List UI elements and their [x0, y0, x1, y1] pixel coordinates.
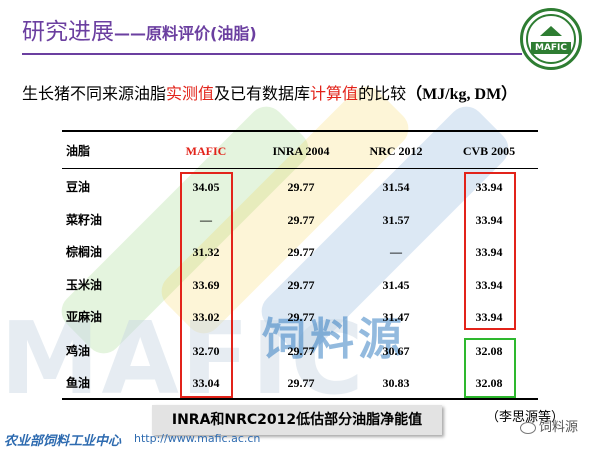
header-cvb: CVB 2005 [462, 144, 516, 158]
heading-measured: 实测值 [166, 84, 215, 103]
logo-text: MAFIC [531, 42, 571, 54]
table-cell: 31.32 [192, 245, 220, 259]
table-cell: 33.69 [192, 278, 220, 292]
header-mafic: MAFIC [185, 144, 227, 158]
row-label: 菜籽油 [66, 213, 103, 227]
row-label: 亚麻油 [66, 310, 103, 324]
table-cell: 29.77 [287, 213, 315, 227]
wechat-label: 饲料源 [539, 420, 579, 435]
table-cell: 31.57 [382, 213, 410, 227]
table-cell: — [200, 213, 212, 227]
heading-part3: 的比较 [358, 84, 407, 103]
mafic-logo: MAFIC [520, 8, 582, 70]
table-cell: 30.83 [382, 376, 410, 390]
title-sub: 原料评价(油脂) [146, 24, 257, 43]
header-oil: 油脂 [66, 144, 91, 158]
table-cell: 31.47 [382, 310, 410, 324]
wechat-badge: 饲料源 [520, 416, 578, 435]
header-nrc: NRC 2012 [369, 144, 423, 158]
row-label: 玉米油 [66, 278, 103, 292]
table-cell: 29.77 [287, 180, 315, 194]
cvb-highlight-box-green [464, 338, 516, 398]
row-label: 豆油 [66, 180, 91, 194]
table-cell: 33.94 [475, 180, 503, 194]
table-cell: 31.45 [382, 278, 410, 292]
mafic-highlight-box [180, 172, 233, 398]
title-dash: —— [114, 24, 146, 43]
slide-title: 研究进展——原料评价(油脂) [22, 12, 257, 46]
table-cell: 34.05 [192, 180, 220, 194]
footer-organization: 农业部饲料工业中心 [4, 434, 122, 449]
logo-house-icon [540, 26, 562, 36]
table-cell: 30.67 [382, 344, 410, 358]
title-underline [22, 53, 522, 55]
table-header-rule [62, 168, 538, 169]
row-label: 鸡油 [66, 344, 91, 358]
table-bottom-rule [62, 398, 538, 400]
table-cell: 29.77 [287, 344, 315, 358]
table-heading: 生长猪不同来源油脂实测值及已有数据库计算值的比较（MJ/kg, DM） [22, 80, 517, 104]
heading-unit: （MJ/kg, DM） [406, 86, 518, 103]
table-cell: 29.77 [287, 376, 315, 390]
table-cell: 33.02 [192, 310, 220, 324]
source-citation: （李思源等） [486, 410, 565, 425]
row-label: 棕榈油 [66, 245, 103, 259]
table-cell: 32.08 [475, 376, 503, 390]
heading-calculated: 计算值 [310, 84, 359, 103]
table-cell: 33.94 [475, 245, 503, 259]
table-cell: 32.70 [192, 344, 220, 358]
wechat-icon [520, 421, 536, 434]
table-cell: 33.04 [192, 376, 220, 390]
table-cell: 29.77 [287, 310, 315, 324]
table-cell: 29.77 [287, 278, 315, 292]
row-label: 鱼油 [66, 376, 91, 390]
table-cell: 33.94 [475, 310, 503, 324]
table-cell: 31.54 [382, 180, 410, 194]
heading-part2: 及已有数据库 [214, 84, 311, 103]
table-top-rule [62, 130, 538, 132]
heading-part1: 生长猪不同来源油脂 [22, 84, 167, 103]
footer-url[interactable]: http://www.mafic.ac.cn [134, 432, 261, 445]
table-cell: — [390, 245, 402, 259]
watermark-brand: 饲料源 [262, 314, 406, 365]
table-cell: 33.94 [475, 213, 503, 227]
title-main: 研究进展 [22, 19, 114, 45]
table-cell: 33.94 [475, 278, 503, 292]
header-inra: INRA 2004 [272, 144, 330, 158]
table-cell: 29.77 [287, 245, 315, 259]
logo-ring [526, 14, 576, 64]
caption-box: INRA和NRC2012低估部分油脂净能值 [152, 405, 442, 435]
cvb-highlight-box-red [464, 172, 516, 330]
table-cell: 32.08 [475, 344, 503, 358]
